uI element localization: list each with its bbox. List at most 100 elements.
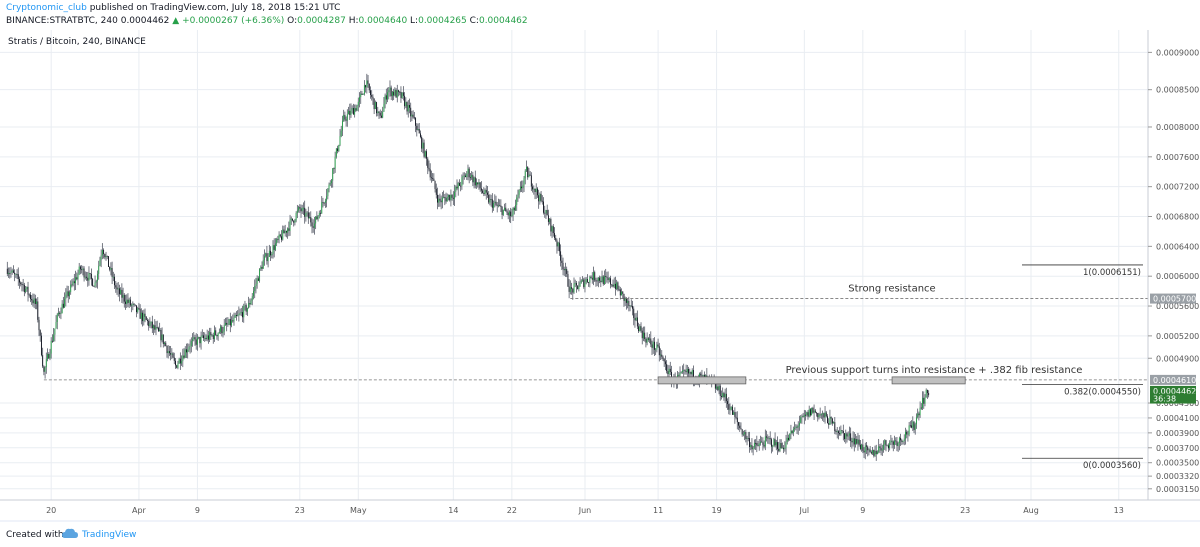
tradingview-brand[interactable]: TradingView	[82, 530, 137, 540]
candle-body	[149, 323, 151, 327]
candle-body	[602, 276, 604, 284]
candle-body	[463, 175, 465, 177]
candle-body	[861, 444, 863, 449]
candle-body	[494, 201, 496, 203]
close-value: 0.0004462	[478, 16, 528, 26]
candle-body	[350, 109, 352, 115]
candle-body	[613, 283, 615, 287]
price-change: +0.0000267 (+6.36%)	[182, 16, 285, 26]
candle-body	[727, 401, 729, 405]
candle-body	[215, 330, 217, 335]
candle-body	[58, 312, 59, 315]
candle-body	[519, 186, 521, 191]
candle-body	[304, 207, 306, 217]
candle-body	[824, 412, 826, 418]
price-tick-label: 0.0003150	[1156, 485, 1199, 494]
candle-body	[390, 87, 392, 97]
price-chart[interactable]: Strong resistance Previous support turns …	[0, 30, 1200, 520]
candle-body	[883, 444, 885, 450]
candle-body	[362, 94, 364, 95]
candle-body	[438, 198, 440, 203]
candle-body	[341, 120, 343, 131]
chart-panel[interactable]: Strong resistance Previous support turns …	[0, 30, 1200, 520]
candle-body	[679, 373, 681, 376]
candle-body	[558, 242, 560, 252]
candle-body	[189, 345, 191, 348]
candle-body	[430, 177, 432, 179]
candle-body	[680, 372, 682, 374]
candle-body	[618, 289, 620, 291]
candle-body	[19, 279, 20, 283]
candle-body	[312, 226, 314, 228]
candle-body	[48, 353, 50, 359]
candle-body	[778, 448, 780, 451]
candle-body	[770, 439, 772, 447]
candle-body	[473, 177, 475, 183]
candle-body	[845, 433, 847, 440]
candle-body	[827, 416, 828, 424]
candle-body	[270, 250, 272, 256]
candle-body	[657, 344, 659, 347]
candle-body	[156, 327, 158, 328]
candle-body	[81, 269, 83, 271]
author-link[interactable]: Cryptonomic_club	[6, 3, 87, 13]
drawings[interactable]: Strong resistance Previous support turns …	[43, 264, 1148, 471]
candle-body	[647, 338, 649, 340]
time-axis[interactable]: 20 Apr 9 23 May 14 22 Jun 11 19 Jul 9 23 Aug 13	[0, 499, 1200, 515]
candle-body	[237, 315, 239, 317]
candle-body	[155, 327, 157, 330]
candle-body	[267, 256, 269, 262]
candle-body	[535, 188, 537, 192]
symbol-label: BINANCE:STRATBTC, 240	[6, 16, 118, 26]
candle-body	[159, 329, 161, 332]
candle-body	[807, 412, 809, 417]
candle-body	[281, 236, 282, 240]
candle-body	[540, 193, 542, 201]
candle-body	[702, 374, 704, 376]
candle-body	[274, 243, 276, 250]
time-tick-label: 13	[1114, 506, 1124, 515]
candle-body	[288, 228, 290, 231]
candle-body	[633, 308, 635, 319]
candle-body	[610, 278, 612, 285]
candle-body	[716, 386, 718, 389]
candle-body	[416, 125, 418, 130]
candle-body	[366, 80, 368, 88]
candle-body	[538, 195, 540, 202]
candle-body	[472, 174, 474, 183]
candle-body	[895, 440, 897, 442]
candle-body	[108, 256, 109, 267]
candle-body	[546, 210, 548, 216]
candle-body	[876, 451, 878, 455]
candle-body	[383, 103, 385, 112]
candle-body	[599, 277, 601, 281]
candle-body	[171, 353, 173, 355]
candle-body	[228, 319, 230, 325]
candle-body	[850, 433, 852, 441]
candle-body	[419, 133, 421, 137]
candle-body	[401, 92, 403, 98]
candle-body	[441, 197, 443, 203]
candle-body	[552, 226, 554, 234]
candle-body	[249, 303, 251, 305]
candle-body	[50, 340, 52, 354]
candle-body	[36, 301, 38, 304]
price-axis[interactable]: 0.0003150 0.0003320 0.0003500 0.0003700 0.00…	[1147, 30, 1199, 500]
candle-body	[919, 407, 921, 416]
candle-body	[646, 338, 648, 343]
candle-body	[666, 364, 668, 372]
candle-body	[318, 212, 320, 216]
candle-body	[207, 335, 209, 340]
candle-body	[28, 294, 30, 296]
candle-body	[329, 183, 331, 185]
candle-body	[454, 191, 456, 199]
candle-body	[415, 118, 417, 126]
candle-body	[629, 305, 631, 307]
candle-body	[34, 298, 36, 304]
candle-body	[563, 269, 565, 271]
candle-body	[830, 417, 832, 419]
candle-body	[624, 298, 626, 301]
candle-body	[556, 240, 558, 247]
candle-body	[239, 312, 241, 314]
candle-body	[335, 148, 337, 157]
